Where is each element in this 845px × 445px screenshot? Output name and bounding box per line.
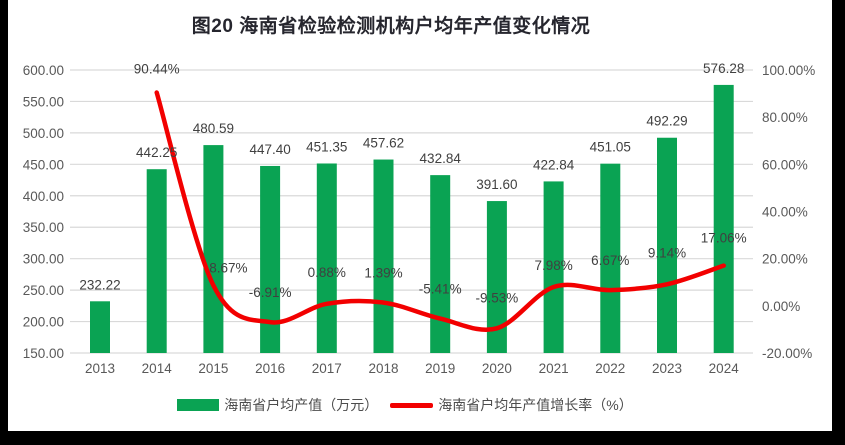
x-axis-label-2016: 2016 <box>255 361 285 376</box>
bar-value-label-2023: 492.29 <box>646 114 687 129</box>
growth-label-2020: -9.53% <box>476 290 519 305</box>
bar-value-label-2015: 480.59 <box>193 121 234 136</box>
right-axis-tick-label: 0.00% <box>762 299 800 314</box>
chart-legend: 海南省户均产值（万元） 海南省户均年产值增长率（%） <box>10 396 800 414</box>
left-axis-tick-label: 300.00 <box>23 252 64 267</box>
bar-value-label-2021: 422.84 <box>533 157 575 172</box>
bar-2019 <box>430 175 451 353</box>
x-axis-label-2014: 2014 <box>142 361 173 376</box>
black-border-right <box>832 0 845 445</box>
bar-value-label-2019: 432.84 <box>420 151 462 166</box>
x-axis-label-2023: 2023 <box>652 361 682 376</box>
growth-label-2015: 8.67% <box>209 260 247 275</box>
x-axis-label-2015: 2015 <box>198 361 228 376</box>
bar-2015 <box>203 145 224 353</box>
black-border-bottom <box>0 431 845 445</box>
growth-rate-line <box>154 90 726 332</box>
line-series-label: 海南省户均年产值增长率（%） <box>438 397 633 413</box>
bar-2023 <box>657 137 677 353</box>
x-axis-label-2020: 2020 <box>482 361 512 376</box>
bar-value-label-2014: 442.25 <box>136 145 177 160</box>
bar-value-label-2016: 447.40 <box>249 142 290 157</box>
legend-item-bar-series: 海南省户均产值（万元） <box>177 395 378 415</box>
right-axis-tick-label: 100.00% <box>762 63 815 78</box>
right-axis-tick-label: 20.00% <box>762 252 808 267</box>
bar-value-label-2017: 451.35 <box>306 139 347 154</box>
growth-label-2024: 17.06% <box>701 231 747 246</box>
left-axis-tick-label: 400.00 <box>23 189 64 204</box>
bar-value-label-2022: 451.05 <box>590 140 631 155</box>
x-axis-label-2017: 2017 <box>312 361 342 376</box>
chart-title: 图20 海南省检验检测机构户均年产值变化情况 <box>191 16 591 37</box>
growth-label-2019: -5.41% <box>419 282 462 297</box>
bar-series-swatch-icon <box>177 399 220 411</box>
bar-2013 <box>90 301 110 353</box>
growth-label-2022: 6.67% <box>591 253 629 268</box>
bar-2016 <box>260 165 281 353</box>
left-axis-tick-label: 250.00 <box>23 283 64 298</box>
bar-2014 <box>146 169 167 353</box>
x-axis-label-2024: 2024 <box>709 361 740 376</box>
line-series-swatch-icon <box>390 402 434 408</box>
left-axis-tick-label: 150.00 <box>23 346 64 361</box>
legend-item-line-series: 海南省户均年产值增长率（%） <box>390 395 633 415</box>
x-axis-label-2019: 2019 <box>425 361 455 376</box>
left-axis-tick-label: 550.00 <box>23 94 64 109</box>
left-axis-tick-label: 450.00 <box>23 157 64 172</box>
growth-label-2018: 1.39% <box>364 266 402 281</box>
bar-2022 <box>600 163 621 353</box>
x-axis-label-2022: 2022 <box>595 361 625 376</box>
bar-2024 <box>713 84 734 354</box>
left-axis-tick-label: 600.00 <box>23 63 64 78</box>
black-border-left <box>0 0 8 445</box>
right-axis-tick-label: -20.00% <box>762 346 812 361</box>
growth-label-2014: 90.44% <box>134 62 180 77</box>
right-axis-tick-label: 40.00% <box>762 205 808 220</box>
bar-2017 <box>316 163 337 353</box>
bar-value-label-2024: 576.28 <box>703 61 744 76</box>
bar-series-label: 海南省户均产值（万元） <box>224 397 379 413</box>
right-axis-tick-label: 80.00% <box>762 110 808 125</box>
growth-label-2021: 7.98% <box>534 258 572 273</box>
growth-label-2023: 9.14% <box>648 245 686 260</box>
bar-2018 <box>373 159 394 353</box>
left-axis-tick-label: 500.00 <box>23 126 64 141</box>
left-axis-tick-label: 200.00 <box>23 315 64 330</box>
right-axis-tick-label: 60.00% <box>762 157 808 172</box>
growth-label-2016: -6.91% <box>249 285 292 300</box>
bar-2021 <box>543 181 564 353</box>
bar-2020 <box>486 201 507 353</box>
bar-value-label-2018: 457.62 <box>363 136 404 151</box>
bar-value-label-2020: 391.60 <box>476 177 517 192</box>
bar-value-label-2013: 232.22 <box>79 277 120 292</box>
growth-label-2017: 0.88% <box>308 265 346 280</box>
x-axis-label-2021: 2021 <box>539 361 569 376</box>
x-axis-label-2018: 2018 <box>368 361 398 376</box>
left-axis-tick-label: 350.00 <box>23 220 64 235</box>
x-axis-label-2013: 2013 <box>85 361 115 376</box>
